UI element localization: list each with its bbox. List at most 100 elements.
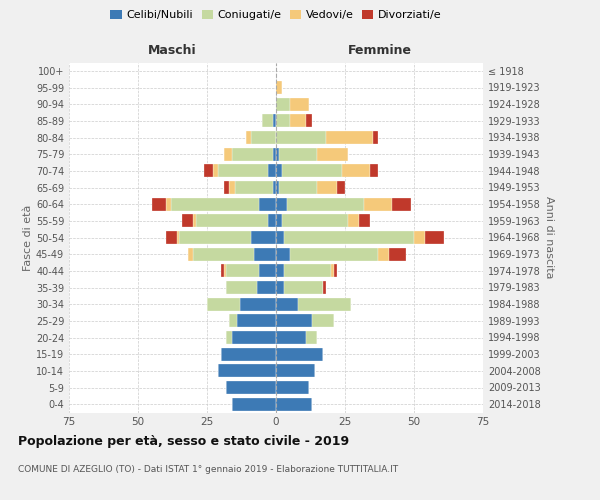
Text: Femmine: Femmine (347, 44, 412, 58)
Bar (193, 214, 196, 228)
Bar (238, 314, 276, 328)
Bar (276, 231, 284, 244)
Text: Popolazione per età, sesso e stato civile - 2019: Popolazione per età, sesso e stato civil… (18, 435, 349, 448)
Bar (276, 131, 326, 144)
Text: COMUNE DI AZEGLIO (TO) - Dati ISTAT 1° gennaio 2019 - Elaborazione TUTTITALIA.IT: COMUNE DI AZEGLIO (TO) - Dati ISTAT 1° g… (18, 465, 398, 474)
Bar (378, 248, 389, 260)
Bar (373, 131, 378, 144)
Bar (279, 148, 317, 160)
Bar (331, 264, 334, 278)
Bar (273, 181, 276, 194)
Bar (317, 148, 348, 160)
Bar (251, 231, 276, 244)
Bar (232, 148, 273, 160)
Bar (276, 148, 279, 160)
Bar (226, 381, 276, 394)
Bar (392, 198, 411, 210)
Bar (204, 164, 212, 177)
Bar (276, 248, 290, 260)
Bar (359, 214, 370, 228)
Bar (287, 198, 364, 210)
Bar (276, 398, 312, 410)
Bar (284, 231, 414, 244)
Text: Maschi: Maschi (148, 44, 197, 58)
Bar (229, 181, 235, 194)
Bar (221, 264, 224, 278)
Bar (276, 114, 290, 128)
Bar (226, 281, 257, 294)
Bar (284, 281, 323, 294)
Bar (259, 264, 276, 278)
Bar (290, 114, 307, 128)
Bar (342, 164, 370, 177)
Bar (268, 214, 276, 228)
Bar (281, 214, 348, 228)
Bar (257, 281, 276, 294)
Bar (276, 331, 307, 344)
Bar (188, 248, 193, 260)
Bar (224, 148, 232, 160)
Bar (334, 264, 337, 278)
Bar (290, 98, 309, 110)
Bar (179, 231, 251, 244)
Bar (218, 364, 276, 378)
Bar (284, 264, 331, 278)
Bar (281, 164, 342, 177)
Bar (276, 214, 281, 228)
Bar (276, 381, 309, 394)
Bar (307, 114, 312, 128)
Bar (171, 198, 259, 210)
Bar (226, 264, 259, 278)
Legend: Celibi/Nubili, Coniugati/e, Vedovi/e, Divorziati/e: Celibi/Nubili, Coniugati/e, Vedovi/e, Di… (106, 6, 446, 25)
Bar (276, 164, 281, 177)
Bar (152, 198, 166, 210)
Bar (232, 398, 276, 410)
Bar (276, 98, 290, 110)
Bar (276, 298, 298, 310)
Bar (268, 164, 276, 177)
Bar (273, 148, 276, 160)
Bar (221, 348, 276, 360)
Bar (389, 248, 406, 260)
Bar (276, 264, 284, 278)
Bar (262, 114, 273, 128)
Bar (212, 164, 218, 177)
Bar (276, 364, 314, 378)
Bar (226, 331, 232, 344)
Bar (259, 198, 276, 210)
Bar (348, 214, 359, 228)
Bar (312, 314, 334, 328)
Bar (176, 231, 179, 244)
Bar (364, 198, 392, 210)
Bar (182, 214, 193, 228)
Bar (251, 131, 276, 144)
Bar (245, 131, 251, 144)
Y-axis label: Fasce di età: Fasce di età (23, 204, 33, 270)
Bar (279, 181, 317, 194)
Bar (276, 314, 312, 328)
Bar (229, 314, 238, 328)
Bar (193, 248, 254, 260)
Bar (240, 298, 276, 310)
Bar (370, 164, 378, 177)
Bar (307, 331, 317, 344)
Bar (298, 298, 350, 310)
Bar (224, 181, 229, 194)
Bar (337, 181, 345, 194)
Bar (207, 298, 240, 310)
Bar (232, 331, 276, 344)
Bar (166, 198, 171, 210)
Bar (326, 131, 373, 144)
Bar (317, 181, 337, 194)
Bar (273, 114, 276, 128)
Bar (276, 198, 287, 210)
Bar (235, 181, 273, 194)
Bar (323, 281, 326, 294)
Bar (276, 181, 279, 194)
Bar (276, 81, 281, 94)
Bar (276, 348, 323, 360)
Bar (276, 281, 284, 294)
Bar (414, 231, 425, 244)
Bar (254, 248, 276, 260)
Bar (224, 264, 226, 278)
